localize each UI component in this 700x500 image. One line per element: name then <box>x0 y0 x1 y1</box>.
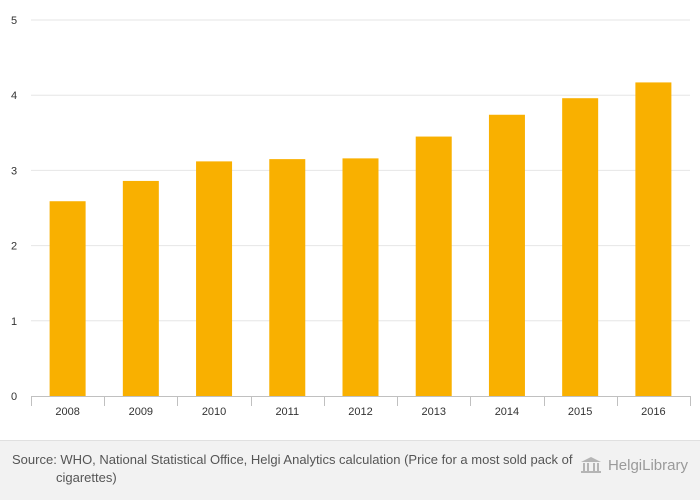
y-tick-label: 1 <box>11 316 17 328</box>
chart-area: 0 1 2 3 4 5 2008 2009 2010 2011 2012 2013 2014 2015 20… <box>11 15 691 418</box>
bar-2014[interactable] <box>488 114 525 396</box>
x-tick-label: 2014 <box>495 406 519 418</box>
y-tick-label: 5 <box>11 15 17 27</box>
x-tick-label: 2016 <box>641 406 665 418</box>
x-tick-label: 2010 <box>202 406 226 418</box>
bar-2012[interactable] <box>342 158 379 396</box>
y-tick-label: 3 <box>11 165 17 177</box>
bar-2011[interactable] <box>269 159 306 396</box>
x-tick-label: 2008 <box>55 406 79 418</box>
x-tick-label: 2012 <box>348 406 372 418</box>
footer: Source: WHO, National Statistical Office… <box>0 440 700 500</box>
bar-2009[interactable] <box>122 180 159 396</box>
x-tick-label: 2009 <box>129 406 153 418</box>
brand-logo[interactable]: HelgiLibrary <box>580 453 688 477</box>
x-tick-label: 2013 <box>421 406 445 418</box>
bar-2015[interactable] <box>562 98 599 396</box>
bar-2008[interactable] <box>49 201 86 396</box>
bar-2016[interactable] <box>635 82 672 396</box>
x-tick-label: 2011 <box>275 406 299 418</box>
x-tick-label: 2015 <box>568 406 592 418</box>
source-note: Source: WHO, National Statistical Office… <box>12 452 573 485</box>
y-tick-label: 4 <box>11 90 17 102</box>
bar-chart: 0 1 2 3 4 5 2008 2009 2010 2011 2012 2013 2014 2015 20… <box>11 15 691 418</box>
y-tick-label: 0 <box>11 391 17 403</box>
brand-name: HelgiLibrary <box>607 456 688 474</box>
y-tick-label: 2 <box>11 241 17 253</box>
library-building-icon <box>580 456 602 474</box>
bar-2010[interactable] <box>196 161 233 396</box>
bar-2013[interactable] <box>415 136 452 396</box>
